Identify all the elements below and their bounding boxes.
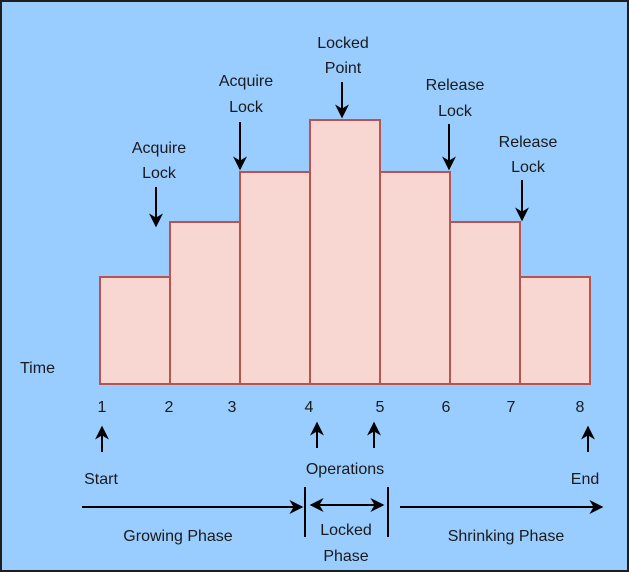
tick-label: 7 xyxy=(507,399,516,416)
x-ticks: 1 2 3 4 5 6 7 8 xyxy=(98,399,585,416)
locked-point-label: Locked Point xyxy=(317,35,369,119)
bar-2-3 xyxy=(169,221,241,385)
label-line: Lock xyxy=(511,159,546,176)
tick-label: 6 xyxy=(442,399,451,416)
tick-label: 5 xyxy=(376,399,385,416)
start-label: Start xyxy=(84,471,118,488)
tick-label: 4 xyxy=(305,399,314,416)
label-line: Lock xyxy=(438,103,473,120)
label-line: Release xyxy=(499,134,558,151)
time-axis-label: Time xyxy=(20,360,55,377)
bar-4-5 xyxy=(309,119,381,385)
operations-label: Operations xyxy=(306,461,384,478)
bars xyxy=(99,119,591,385)
tick-label: 1 xyxy=(98,399,107,416)
shrinking-phase-label: Shrinking Phase xyxy=(448,528,565,545)
bar-5-6 xyxy=(379,171,451,385)
label-line: Acquire xyxy=(219,73,273,90)
release-lock-label-1: Release Lock xyxy=(426,77,485,171)
label-line: Locked xyxy=(317,35,369,52)
bar-3-4 xyxy=(239,171,311,385)
acquire-lock-label-2: Acquire Lock xyxy=(219,73,273,171)
label-line: Acquire xyxy=(132,140,186,157)
bar-6-7 xyxy=(449,221,521,385)
locked-phase-label-line: Locked xyxy=(320,522,372,539)
label-line: Lock xyxy=(142,165,177,182)
end-label: End xyxy=(571,471,599,488)
tick-label: 2 xyxy=(165,399,174,416)
label-line: Point xyxy=(325,60,362,77)
acquire-lock-label-1: Acquire Lock xyxy=(132,140,186,228)
release-lock-label-2: Release Lock xyxy=(499,134,558,222)
label-line: Lock xyxy=(229,99,264,116)
locked-phase-label-line: Phase xyxy=(323,548,368,565)
label-line: Release xyxy=(426,77,485,94)
tick-label: 8 xyxy=(576,399,585,416)
growing-phase-label: Growing Phase xyxy=(123,528,232,545)
bar-7-8 xyxy=(519,276,591,385)
bar-1-2 xyxy=(99,276,171,385)
tick-label: 3 xyxy=(228,399,237,416)
